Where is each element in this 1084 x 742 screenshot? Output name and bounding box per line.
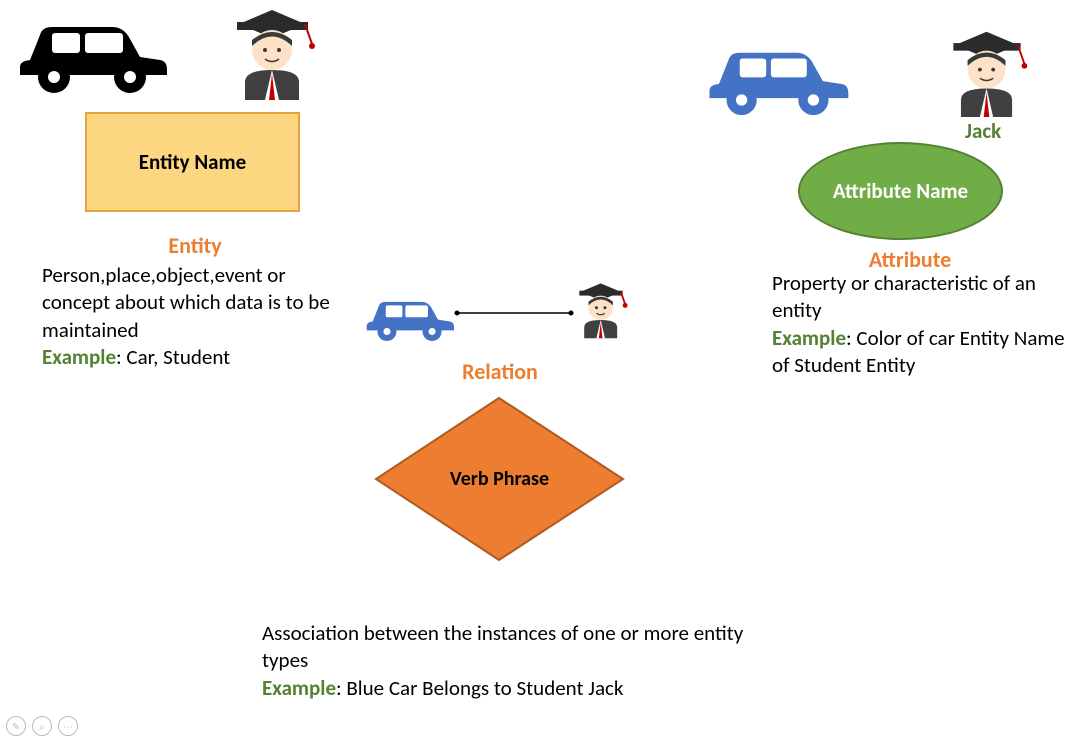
relation-desc-block: Association between the instances of one… bbox=[262, 620, 752, 702]
footer-icons: ✎ ⌕ ⋯ bbox=[6, 716, 78, 736]
relation-title: Relation bbox=[450, 358, 550, 385]
entity-desc: Person,place,object,event or concept abo… bbox=[42, 262, 330, 343]
footer-icon-1[interactable]: ✎ bbox=[6, 716, 26, 736]
student-attr-icon bbox=[942, 24, 1032, 119]
student-rel-icon bbox=[572, 278, 630, 340]
relation-shape-label: Verb Phrase bbox=[450, 467, 550, 491]
student-big-icon bbox=[225, 2, 320, 102]
relation-example-label: Example bbox=[262, 675, 336, 701]
car-black-icon bbox=[12, 5, 172, 95]
attribute-desc: Property or characteristic of an entity bbox=[772, 270, 1036, 323]
relation-example-text: : Blue Car Belongs to Student Jack bbox=[336, 675, 623, 701]
attribute-title: Attribute bbox=[855, 246, 965, 273]
more-icon[interactable]: ⋯ bbox=[58, 716, 78, 736]
car-blue-rel-icon bbox=[362, 288, 457, 343]
jack-label: Jack bbox=[965, 118, 1001, 144]
attribute-example-label: Example bbox=[772, 325, 846, 351]
entity-example-text: : Car, Student bbox=[116, 344, 230, 370]
relation-shape: Verb Phrase bbox=[372, 394, 627, 564]
entity-example-label: Example bbox=[42, 344, 116, 370]
attribute-shape: Attribute Name bbox=[798, 142, 1003, 240]
relation-desc: Association between the instances of one… bbox=[262, 620, 743, 673]
attribute-shape-label: Attribute Name bbox=[833, 179, 968, 203]
relation-line bbox=[454, 308, 574, 318]
car-blue-attr-icon bbox=[700, 32, 855, 117]
search-icon[interactable]: ⌕ bbox=[32, 716, 52, 736]
entity-title: Entity bbox=[150, 232, 240, 259]
entity-desc-block: Person,place,object,event or concept abo… bbox=[42, 262, 342, 371]
entity-shape-label: Entity Name bbox=[139, 149, 246, 175]
attribute-desc-block: Property or characteristic of an entity … bbox=[772, 270, 1072, 379]
entity-shape: Entity Name bbox=[85, 112, 300, 212]
